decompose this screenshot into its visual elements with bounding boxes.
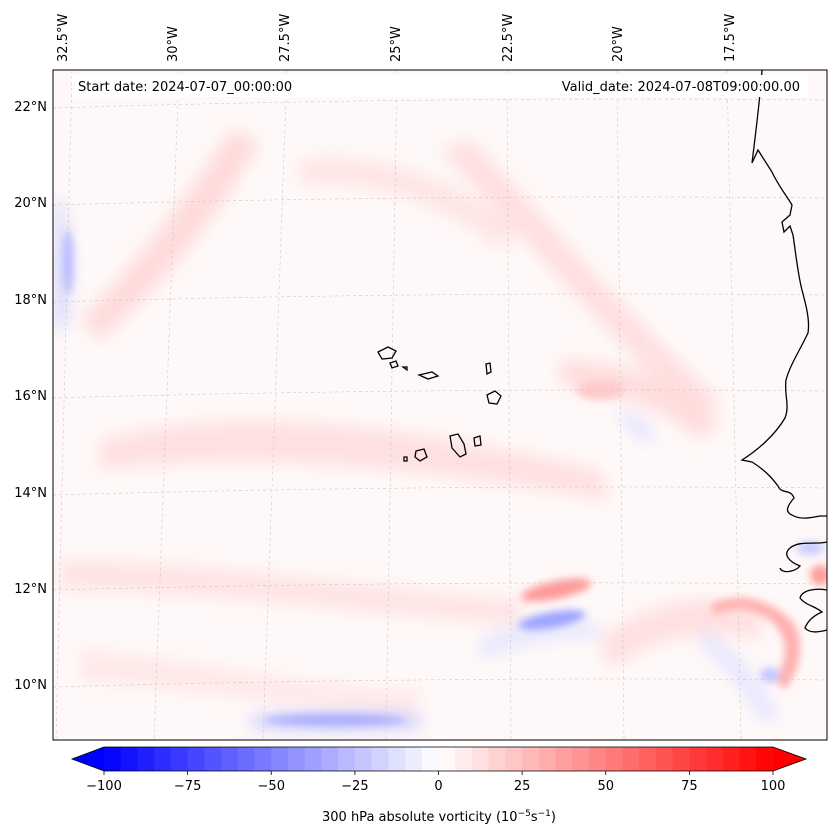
colorbar-cell xyxy=(405,747,423,771)
colorbar-tick-label: 75 xyxy=(681,779,698,794)
colorbar-tick-label: −100 xyxy=(86,779,122,794)
colorbar-cell xyxy=(287,747,306,771)
colorbar-cell xyxy=(154,747,172,771)
colorbar-tick-label: 100 xyxy=(761,779,786,794)
colorbar-cell xyxy=(354,747,373,771)
lon-label: 20°W xyxy=(611,26,626,62)
colorbar-tick-label: −25 xyxy=(341,779,368,794)
colorbar-min-extend-arrow xyxy=(72,747,104,771)
map-panel: Start date: 2024-07-07_00:00:00 Valid_da… xyxy=(52,69,828,741)
colorbar-tick-label: 0 xyxy=(434,779,442,794)
colorbar-cell xyxy=(639,747,657,771)
start-date-label: Start date: 2024-07-07_00:00:00 xyxy=(78,80,292,95)
colorbar-cell xyxy=(488,747,506,771)
longitude-labels: 32.5°W 30°W 27.5°W 25°W 22.5°W 20°W 17.5… xyxy=(56,14,738,62)
colorbar-cell xyxy=(237,747,256,771)
colorbar-cell xyxy=(438,747,456,771)
colorbar-cell xyxy=(455,747,473,771)
island-santiago xyxy=(449,433,467,458)
colorbar-cell xyxy=(655,747,674,771)
lat-label: 22°N xyxy=(14,100,47,115)
colorbar-tick-label: 50 xyxy=(597,779,614,794)
colorbar-cell xyxy=(388,747,406,771)
colorbar-cell xyxy=(722,747,741,771)
colorbar-cell xyxy=(622,747,640,771)
colorbar-cell xyxy=(572,747,590,771)
colorbar-cell xyxy=(104,747,122,771)
island-sal xyxy=(485,362,492,376)
colorbar-cell xyxy=(522,747,540,771)
colorbar-cell xyxy=(605,747,623,771)
africa-coastline xyxy=(740,70,827,519)
colorbar-cell xyxy=(555,747,573,771)
colorbar-cell xyxy=(170,747,189,771)
colorbar-tick-label: 25 xyxy=(514,779,531,794)
colorbar-cell xyxy=(304,747,322,771)
colorbar-cell xyxy=(706,747,724,771)
lon-label: 22.5°W xyxy=(501,14,516,62)
lon-label: 17.5°W xyxy=(723,14,738,62)
colorbar-cell xyxy=(338,747,356,771)
colorbar-cell xyxy=(221,747,239,771)
island-maio xyxy=(473,435,482,447)
lat-label: 12°N xyxy=(14,582,47,597)
colorbar-cells xyxy=(104,747,774,771)
map-frame xyxy=(52,69,828,741)
colorbar-cell xyxy=(120,747,138,771)
graticule xyxy=(53,70,827,740)
colorbar-cell xyxy=(271,747,289,771)
colorbar-max-extend-arrow xyxy=(773,747,806,771)
lon-label: 30°W xyxy=(166,26,181,62)
colorbar-cell xyxy=(187,747,205,771)
colorbar-cell xyxy=(739,747,757,771)
lon-label: 27.5°W xyxy=(278,14,293,62)
senegal-gambia-coast xyxy=(779,541,827,573)
colorbar-cell xyxy=(505,747,523,771)
colorbar-cell xyxy=(672,747,690,771)
lon-label: 32.5°W xyxy=(56,14,71,62)
colorbar: −100 −75 −50 −25 0 25 50 75 100 300 hPa absolute… xyxy=(70,746,808,825)
island-sao-vicente xyxy=(389,360,399,369)
colorbar-cell xyxy=(689,747,707,771)
colorbar-cell xyxy=(471,747,490,771)
date-banner xyxy=(72,75,808,97)
lat-label: 10°N xyxy=(14,678,47,693)
latitude-labels: 22°N 20°N 18°N 16°N 14°N 12°N 10°N xyxy=(14,100,47,693)
colorbar-tick-label: −50 xyxy=(258,779,285,794)
colorbar-cell xyxy=(137,747,155,771)
lat-label: 20°N xyxy=(14,196,47,211)
island-boa-vista xyxy=(486,390,502,405)
colorbar-cell xyxy=(421,747,439,771)
colorbar-cell xyxy=(371,747,389,771)
colorbar-tick-label: −75 xyxy=(174,779,201,794)
colorbar-ticks: −100 −75 −50 −25 0 25 50 75 100 xyxy=(86,771,785,794)
lat-label: 18°N xyxy=(14,293,47,308)
island-sao-nicolau xyxy=(416,371,440,380)
island-santo-antao xyxy=(377,346,397,360)
colorbar-cell xyxy=(538,747,557,771)
colorbar-cell xyxy=(756,747,774,771)
colorbar-cell xyxy=(321,747,339,771)
colorbar-cell xyxy=(589,747,607,771)
colorbar-label: 300 hPa absolute vorticity (10−5s−1) xyxy=(322,809,556,825)
lat-label: 16°N xyxy=(14,389,47,404)
lat-label: 14°N xyxy=(14,486,47,501)
island-fogo xyxy=(414,448,428,462)
vorticity-field xyxy=(56,130,827,729)
island-brava xyxy=(403,456,408,462)
guinea-bissau-coast xyxy=(799,588,827,633)
colorbar-cell xyxy=(254,747,272,771)
lon-label: 25°W xyxy=(389,26,404,62)
island-santa-luzia xyxy=(401,366,408,372)
coastlines xyxy=(377,70,827,633)
valid-date-label: Valid_date: 2024-07-08T09:00:00.00 xyxy=(562,80,800,95)
colorbar-cell xyxy=(204,747,222,771)
